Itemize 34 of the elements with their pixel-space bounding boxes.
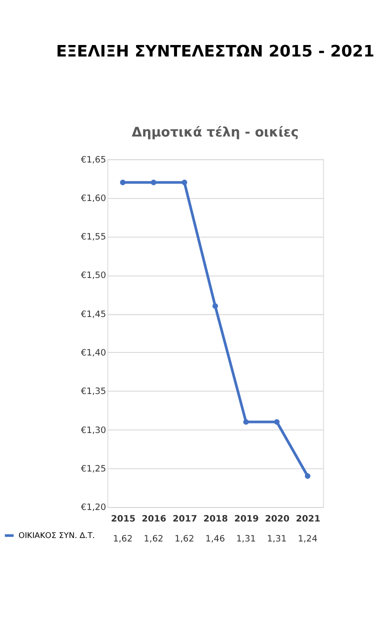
point [243,419,249,425]
point [182,180,188,186]
chart-title: ΕΞΕΛΙΞΗ ΣΥΝΤΕΛΕΣΤΩΝ 2015 - 2021 [56,41,374,60]
data-label: 1,46 [205,534,226,544]
y-tick-label: €1,45 [80,310,106,320]
y-tick-label: €1,40 [80,348,106,359]
y-tick-label: €1,20 [80,503,106,514]
x-tick-label: 2019 [234,514,259,524]
point [120,180,126,186]
point [304,473,310,479]
legend-label: ΟΙΚΙΑΚΟΣ ΣΥΝ. Δ.Τ. [18,531,95,540]
y-tick-label: €1,65 [80,155,106,166]
data-label: 1,31 [267,534,287,544]
data-label: 1,31 [236,534,256,544]
point [212,303,218,309]
point [274,419,280,425]
x-tick-label: 2021 [296,514,320,524]
point [150,180,156,186]
chart-subtitle: Δημοτικά τέλη - οικίες [132,125,299,140]
x-tick-label: 2018 [203,514,228,524]
y-tick-label: €1,50 [80,271,106,282]
x-tick-label: 2016 [142,514,166,524]
data-label: 1,62 [144,534,164,544]
y-tick-label: €1,30 [80,426,106,436]
y-tick-label: €1,35 [80,387,106,398]
data-label: 1,24 [298,534,318,544]
data-label: 1,62 [112,534,133,544]
y-tick-label: €1,25 [80,464,106,474]
y-tick-label: €1,60 [80,194,106,204]
x-tick-label: 2015 [110,514,136,524]
x-tick-label: 2017 [172,514,198,524]
x-tick-label: 2020 [265,514,290,524]
y-tick-label: €1,55 [80,232,106,243]
data-label: 1,62 [174,534,194,544]
